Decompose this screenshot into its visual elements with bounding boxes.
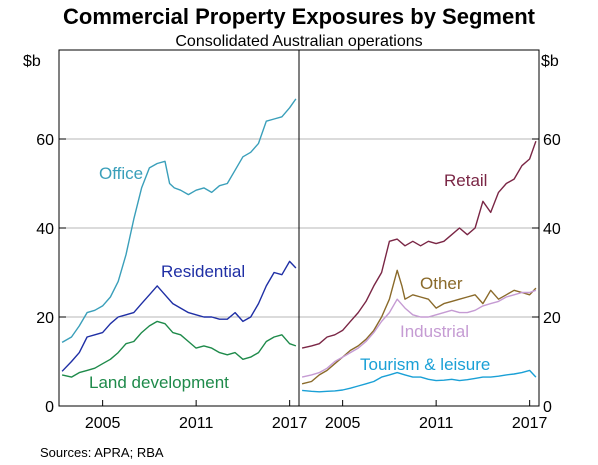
left-series-labels: Office Residential Land development	[89, 164, 245, 392]
right-y-tick-label-0: 0	[543, 399, 552, 416]
chart-subtitle: Consolidated Australian operations	[175, 33, 422, 50]
right-x-ticks: 2005 2011 2017	[325, 400, 548, 432]
source-note: Sources: APRA; RBA	[40, 445, 164, 460]
right-y-tick-label-60: 60	[543, 132, 561, 149]
right-y-tick-label-20: 20	[543, 310, 561, 327]
series-line-land-development	[61, 320, 297, 378]
left-y-tick-label-60: 60	[36, 132, 54, 149]
left-y-tick-label-40: 40	[36, 221, 54, 238]
series-line-industrial	[301, 289, 537, 378]
right-y-tick-label-40: 40	[543, 221, 561, 238]
series-label-tourism-leisure: Tourism & leisure	[360, 355, 490, 374]
right-gridlines	[299, 138, 539, 318]
right-x-tick-label-2011: 2011	[419, 415, 454, 432]
right-x-tick-label-2005: 2005	[325, 415, 361, 432]
series-line-office	[61, 98, 297, 344]
right-series-group	[301, 140, 537, 393]
left-x-ticks: 2005 2011 2017	[85, 400, 308, 432]
series-line-retail	[301, 140, 537, 349]
left-unit-label: $b	[23, 53, 41, 70]
left-x-tick-label-2011: 2011	[179, 415, 214, 432]
left-series-group	[61, 98, 297, 378]
series-label-industrial: Industrial	[400, 322, 469, 341]
right-x-tick-label-2017: 2017	[512, 415, 548, 432]
left-gridlines	[59, 138, 299, 318]
series-label-other: Other	[420, 274, 463, 293]
left-y-tick-label-0: 0	[45, 399, 54, 416]
series-line-tourism-leisure	[302, 369, 537, 393]
series-line-residential	[61, 260, 297, 372]
right-unit-label: $b	[541, 53, 559, 70]
left-x-tick-label-2005: 2005	[85, 415, 121, 432]
series-label-office: Office	[99, 164, 143, 183]
chart-title: Commercial Property Exposures by Segment	[63, 4, 536, 29]
series-label-residential: Residential	[161, 262, 245, 281]
left-y-tick-label-20: 20	[36, 310, 54, 327]
series-label-land-development: Land development	[89, 373, 229, 392]
series-label-retail: Retail	[444, 171, 487, 190]
right-panel: Retail Other Industrial Tourism & leisure 2…	[299, 138, 548, 432]
right-series-labels: Retail Other Industrial Tourism & leisure	[360, 171, 490, 374]
left-x-tick-label-2017: 2017	[272, 415, 308, 432]
